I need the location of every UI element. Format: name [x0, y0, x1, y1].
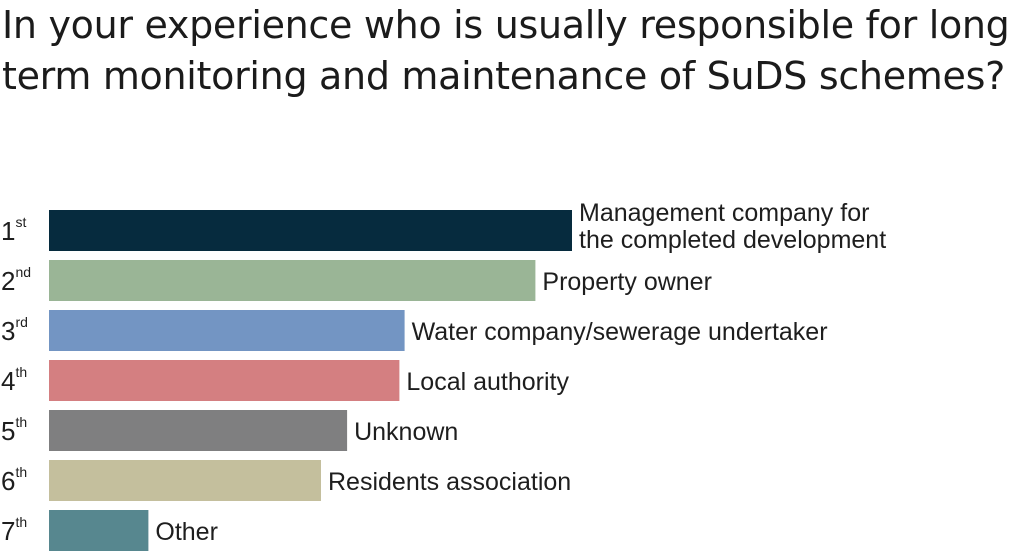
bar-category-label: Water company/sewerage undertaker	[412, 318, 828, 346]
rank-label: 6th	[1, 464, 27, 496]
bar-category-label: Management company for the completed deve…	[579, 199, 886, 254]
bar-row: 4th Local authority	[1, 360, 569, 401]
bar-row: 6th Residents association	[1, 460, 571, 501]
rank-label: 4th	[1, 364, 27, 396]
rank-label: 5th	[1, 414, 27, 446]
rank-label: 3rd	[1, 314, 28, 346]
bar-category-label: Other	[155, 518, 218, 546]
bar-category-label: Property owner	[542, 268, 712, 296]
bar-row: 7th Other	[1, 510, 218, 551]
bar	[49, 510, 149, 551]
bar-category-label: Local authority	[406, 368, 569, 396]
bar	[49, 460, 321, 501]
bar	[49, 310, 405, 351]
bar	[49, 360, 400, 401]
rank-label: 2nd	[1, 264, 31, 296]
bar-row: 3rd Water company/sewerage undertaker	[1, 310, 828, 351]
bar-category-label: Residents association	[328, 468, 571, 496]
bar	[49, 260, 536, 301]
rank-label: 1st	[1, 214, 26, 246]
rank-label: 7th	[1, 514, 27, 546]
bar-row: 2nd Property owner	[1, 260, 712, 301]
bar-row: 5th Unknown	[1, 410, 458, 451]
bar-row: 1st Management company for the completed d…	[1, 199, 886, 254]
bar	[49, 410, 348, 451]
bar	[49, 210, 572, 251]
chart-title: In your experience who is usually respon…	[2, 3, 1010, 98]
bar-category-label: Unknown	[354, 418, 458, 446]
